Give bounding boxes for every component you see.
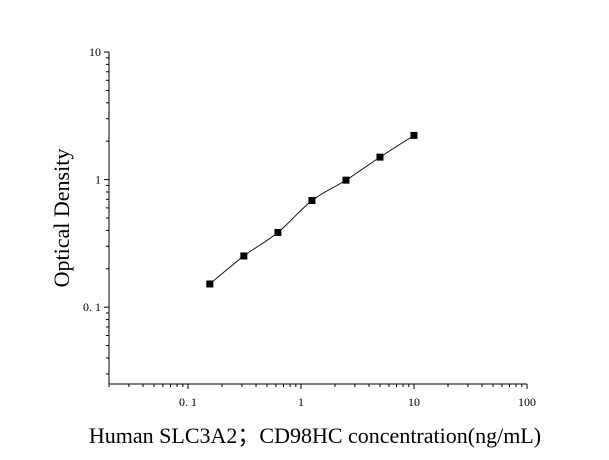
- data-point: [342, 176, 350, 184]
- data-point: [274, 228, 282, 236]
- axes: [108, 52, 527, 385]
- data-point: [308, 197, 316, 205]
- data-point: [240, 252, 248, 260]
- data-point: [410, 131, 418, 139]
- y-axis-title: Optical Density: [49, 149, 74, 288]
- y-tick-label: 1: [95, 173, 101, 187]
- x-tick-label: 100: [518, 395, 536, 409]
- data-point: [206, 280, 214, 288]
- y-tick-label: 0. 1: [83, 300, 101, 314]
- y-tick-label: 10: [89, 45, 101, 59]
- x-tick-label: 10: [408, 395, 420, 409]
- x-tick-label: 1: [298, 395, 304, 409]
- x-axis-ticks: 0. 1 1 10 100: [108, 384, 536, 409]
- data-point: [376, 153, 384, 161]
- y-axis-ticks: 0. 1 1 10: [83, 45, 109, 375]
- x-axis-title: Human SLC3A2；CD98HC concentration(ng/mL): [89, 423, 541, 448]
- x-tick-label: 0. 1: [179, 395, 197, 409]
- data-points: [206, 131, 418, 288]
